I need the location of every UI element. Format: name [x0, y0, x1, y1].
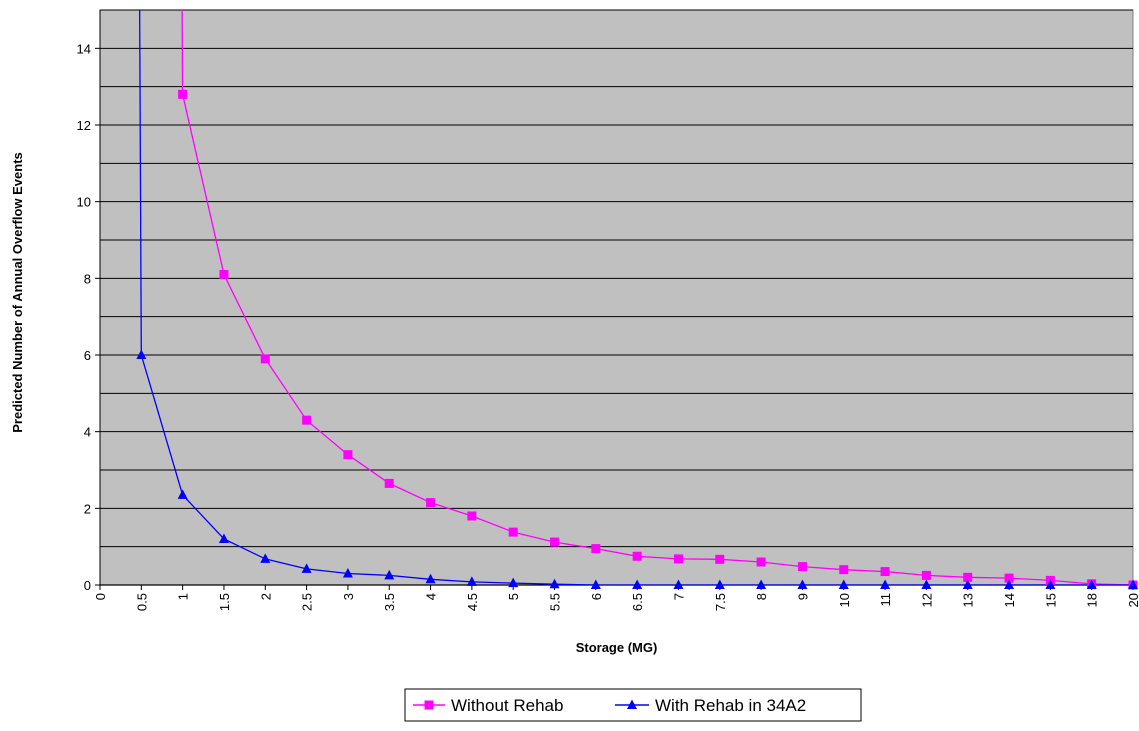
- x-tick-label: 6.5: [630, 593, 645, 611]
- data-point-without-rehab: [921, 570, 931, 580]
- legend-label-without-rehab: Without Rehab: [451, 696, 563, 715]
- data-point-with-rehab: [508, 577, 519, 588]
- legend-item-with-rehab: With Rehab in 34A2: [615, 696, 806, 715]
- x-tick-label: 7: [671, 593, 686, 600]
- data-point-without-rehab: [508, 527, 518, 537]
- data-point-without-rehab: [343, 450, 353, 460]
- data-point-without-rehab: [426, 498, 436, 508]
- x-tick-label: 15: [1043, 593, 1058, 607]
- x-tick-label: 6: [589, 593, 604, 600]
- data-point-without-rehab: [178, 89, 188, 99]
- data-point-with-rehab: [549, 578, 560, 589]
- data-point-with-rehab: [880, 579, 891, 589]
- data-point-with-rehab: [838, 579, 849, 589]
- x-axis-title: Storage (MG): [576, 640, 658, 655]
- x-tick-label: 5.5: [548, 593, 563, 611]
- x-tick-label: 8: [754, 593, 769, 600]
- data-point-with-rehab: [590, 579, 601, 589]
- x-tick-label: 1: [176, 593, 191, 600]
- data-point-without-rehab: [1004, 573, 1014, 583]
- data-point-without-rehab: [260, 354, 270, 364]
- data-point-with-rehab: [714, 579, 725, 589]
- data-point-without-rehab: [384, 478, 394, 488]
- data-point-with-rehab: [1086, 579, 1097, 589]
- data-point-without-rehab: [715, 554, 725, 564]
- data-point-without-rehab: [880, 567, 890, 577]
- x-tick-label: 13: [961, 593, 976, 607]
- x-tick-label: 14: [1002, 593, 1017, 607]
- plot-area: [99, 9, 1134, 586]
- data-point-without-rehab: [219, 270, 229, 279]
- data-point-without-rehab: [839, 565, 849, 575]
- y-tick-label: 10: [77, 195, 91, 210]
- x-tick-label: 4: [424, 593, 439, 600]
- legend-item-without-rehab: Without Rehab: [413, 696, 563, 715]
- data-point-with-rehab: [632, 579, 643, 589]
- y-tick-label: 12: [77, 118, 91, 133]
- x-tick-label: 9: [795, 593, 810, 600]
- data-point-without-rehab: [756, 557, 766, 567]
- y-tick-label: 2: [84, 501, 91, 516]
- x-tick-label: 4.5: [465, 593, 480, 611]
- data-point-with-rehab: [301, 563, 312, 573]
- data-point-with-rehab: [177, 489, 188, 499]
- data-point-with-rehab: [1128, 579, 1138, 589]
- x-tick-label: 3: [341, 593, 356, 600]
- x-tick-label: 20: [1126, 593, 1139, 607]
- data-point-without-rehab: [963, 572, 973, 582]
- data-point-without-rehab: [797, 562, 807, 572]
- gridlines: [100, 9, 1133, 548]
- data-point-with-rehab: [1004, 579, 1015, 589]
- legend-marker-without-rehab: [424, 700, 434, 710]
- data-point-with-rehab: [218, 533, 229, 543]
- y-tick-label: 6: [84, 348, 91, 363]
- x-tick-label: 7.5: [713, 593, 728, 611]
- data-point-with-rehab: [466, 576, 477, 586]
- x-tick-label: 3.5: [382, 593, 397, 611]
- data-point-with-rehab: [962, 579, 973, 589]
- data-point-with-rehab: [342, 568, 353, 578]
- legend: Without Rehab With Rehab in 34A2: [404, 688, 862, 722]
- x-tick-label: 2: [258, 593, 273, 600]
- x-tick-label: 1.5: [217, 593, 232, 611]
- data-point-with-rehab: [260, 553, 271, 563]
- x-axis-ticks: 0 0.5 1 1.5 2 2.5 3 3.5 4 4.5 5 5.5 6 6.5 7 7.5 8 9 10 11 12…: [93, 585, 1139, 611]
- y-axis-ticks: 0 2 4 6 8 10 12 14: [77, 41, 100, 593]
- data-point-without-rehab: [550, 537, 560, 547]
- x-tick-label: 0: [93, 593, 108, 600]
- data-point-with-rehab: [384, 569, 395, 580]
- series-line-1: [139, 10, 1133, 585]
- x-tick-label: 11: [878, 593, 893, 607]
- data-point-with-rehab: [921, 579, 932, 589]
- series-markers: [136, 89, 1138, 590]
- data-point-with-rehab: [756, 579, 767, 589]
- data-point-without-rehab: [302, 415, 312, 425]
- x-tick-label: 18: [1085, 593, 1100, 607]
- x-tick-label: 10: [837, 593, 852, 607]
- y-axis-title: Predicted Number of Annual Overflow Even…: [10, 152, 25, 433]
- data-point-with-rehab: [673, 579, 684, 589]
- y-tick-label: 8: [84, 271, 91, 286]
- data-point-without-rehab: [591, 544, 601, 554]
- x-tick-label: 0.5: [134, 593, 149, 611]
- legend-label-with-rehab: With Rehab in 34A2: [655, 696, 806, 715]
- x-tick-label: 5: [506, 593, 521, 600]
- data-point-without-rehab: [467, 511, 477, 521]
- data-point-with-rehab: [425, 573, 436, 584]
- y-tick-label: 4: [84, 425, 91, 440]
- y-tick-label: 0: [84, 578, 91, 593]
- data-point-without-rehab: [673, 554, 683, 564]
- data-point-without-rehab: [632, 551, 642, 561]
- data-point-with-rehab: [797, 579, 808, 589]
- x-tick-label: 2.5: [300, 593, 315, 611]
- data-point-with-rehab: [1045, 579, 1056, 589]
- data-point-with-rehab: [136, 349, 147, 359]
- x-tick-label: 12: [919, 593, 934, 607]
- legend-marker-with-rehab: [627, 699, 637, 709]
- y-tick-label: 14: [77, 41, 91, 56]
